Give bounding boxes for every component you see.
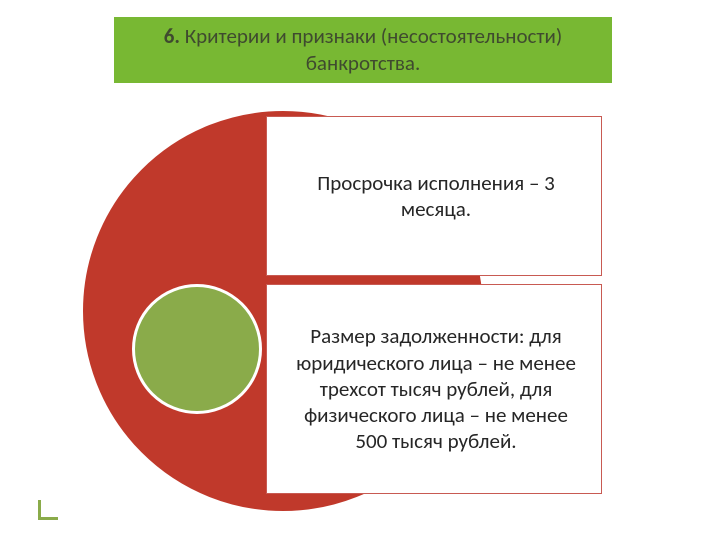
criterion-box-2: Размер задолженности: для юридического л… (266, 284, 602, 494)
title-number: 6. (164, 23, 180, 49)
slide-title: 6. Критерии и признаки (несостоятельност… (114, 17, 612, 83)
title-text: Критерии и признаки (несостоятельности) … (185, 23, 563, 76)
small-circle (132, 284, 262, 414)
slide: 6. Критерии и признаки (несостоятельност… (0, 0, 720, 540)
criterion-text-1: Просрочка исполнения – 3 месяца. (287, 170, 585, 223)
corner-decoration-icon (38, 500, 58, 520)
criterion-text-2: Размер задолженности: для юридического л… (287, 323, 585, 454)
criterion-box-1: Просрочка исполнения – 3 месяца. (266, 116, 602, 276)
